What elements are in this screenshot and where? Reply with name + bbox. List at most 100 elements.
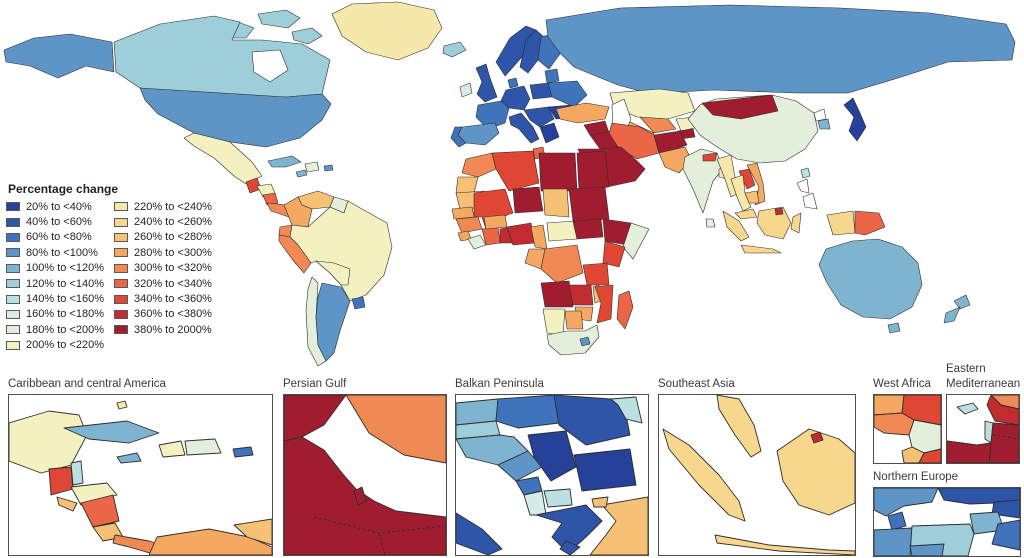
- region-somalia: [622, 222, 650, 260]
- region-usa: [139, 87, 332, 148]
- north-america: [3, 1, 467, 218]
- inset-region-czech: [909, 543, 945, 557]
- inset-region-haiti: [158, 440, 186, 458]
- legend-swatch: [6, 217, 20, 227]
- inset-persian-gulf: Persian Gulf: [283, 377, 447, 556]
- legend-title: Percentage change: [8, 182, 119, 196]
- region-canada: [113, 15, 331, 98]
- legend-item: 360% to <380%: [113, 308, 212, 321]
- region-philippines: [802, 192, 818, 210]
- region-ireland: [459, 82, 473, 98]
- legend-label: 280% to <300%: [133, 246, 212, 259]
- legend-item: 80% to <100%: [6, 246, 104, 259]
- inset-eastern-mediterranean: Eastern Mediterranean: [946, 362, 1024, 464]
- legend-swatch: [6, 202, 20, 212]
- region-senegal: [451, 206, 475, 220]
- legend-item: 340% to <360%: [113, 292, 212, 305]
- region-argentina: [315, 282, 351, 362]
- inset-caribbean-label: Caribbean and central America: [8, 378, 166, 390]
- region-cambodia: [744, 190, 760, 204]
- region-canada-arctic: [257, 9, 301, 29]
- region-angola: [540, 280, 574, 308]
- region-north-korea: [813, 108, 827, 122]
- region-laos: [738, 168, 756, 190]
- region-balkans: [523, 106, 555, 128]
- caribbean-map-svg: [8, 400, 273, 556]
- legend-label: 80% to <100%: [26, 246, 98, 259]
- region-taiwan: [800, 167, 811, 179]
- legend-label: 380% to 2000%: [133, 323, 212, 336]
- region-turkey: [555, 102, 610, 124]
- legend-item: 180% to <200%: [6, 323, 104, 336]
- inset-region-guatemala: [48, 466, 74, 496]
- region-south-africa: [546, 324, 600, 356]
- region-new-zealand: [953, 294, 971, 310]
- region-baltics: [544, 68, 560, 84]
- region-tanzania: [582, 262, 610, 286]
- legend-label: 20% to <40%: [26, 200, 92, 213]
- region-botswana: [564, 310, 584, 330]
- region-thailand: [730, 174, 752, 212]
- inset-region-bulgaria: [573, 448, 637, 492]
- inset-region-germany: [873, 527, 913, 557]
- inset-region-el-salvador: [56, 496, 78, 512]
- legend-item: 240% to <260%: [113, 215, 212, 228]
- legend-item: 220% to <240%: [113, 200, 212, 213]
- legend-swatch: [6, 248, 20, 258]
- persian-gulf-map-svg: [283, 394, 447, 556]
- legend-item: 280% to <300%: [113, 246, 212, 259]
- inset-region-denmark: [887, 511, 907, 531]
- legend-label: 40% to <60%: [26, 216, 92, 229]
- region-indonesia-papua: [826, 210, 856, 236]
- inset-region-turkey-thrace: [591, 496, 609, 508]
- region-denmark: [507, 77, 519, 89]
- legend-swatch: [113, 325, 128, 335]
- inset-balkan-map: [455, 393, 649, 556]
- inset-southeast-asia-map: [658, 393, 856, 556]
- legend-label: 300% to <320%: [133, 262, 212, 275]
- region-brunei: [774, 207, 784, 216]
- region-indonesia-sumatra: [722, 210, 750, 242]
- region-japan: [843, 97, 867, 142]
- legend-column: 20% to <40% 40% to <60% 60% to <80% 80% to …: [6, 200, 104, 352]
- inset-northern-europe: Northern Europe: [873, 470, 1021, 557]
- inset-southeast-asia: Southeast Asia: [658, 377, 856, 556]
- legend-item: 380% to 2000%: [113, 323, 212, 336]
- inset-region-yucatan: [8, 410, 88, 474]
- legend-label: 260% to <280%: [133, 231, 212, 244]
- region-tasmania: [887, 322, 901, 334]
- region-nicaragua: [262, 192, 279, 206]
- eastern-mediterranean-map-svg: [946, 394, 1020, 464]
- inset-region-sumatra: [662, 428, 746, 522]
- inset-region-nicaragua: [80, 494, 120, 528]
- legend-item: 120% to <140%: [6, 277, 104, 290]
- inset-caribbean: Caribbean and central America: [8, 377, 273, 556]
- legend-item: 260% to <280%: [113, 231, 212, 244]
- legend-item: 200% to <220%: [6, 339, 104, 352]
- inset-west-africa-label: West Africa: [873, 378, 931, 390]
- inset-region-cyprus: [956, 402, 979, 415]
- region-philippines: [796, 178, 810, 194]
- inset-southeast-asia-label: Southeast Asia: [658, 378, 735, 390]
- region-india: [682, 148, 724, 214]
- inset-west-africa-map: [873, 393, 942, 464]
- region-hispaniola: [304, 161, 320, 173]
- region-car: [546, 220, 578, 242]
- region-cameroon: [530, 224, 548, 250]
- balkan-map-svg: [455, 394, 649, 556]
- legend-label: 180% to <200%: [26, 323, 104, 336]
- region-algeria: [491, 150, 540, 192]
- legend-swatch: [113, 248, 128, 258]
- legend-label: 100% to <120%: [26, 262, 104, 275]
- region-burkina-faso: [483, 214, 508, 230]
- inset-region-albania: [523, 490, 547, 516]
- region-canada-arctic: [291, 27, 323, 45]
- region-chad: [542, 188, 570, 218]
- legend-swatch: [6, 309, 20, 319]
- legend-label: 200% to <220%: [26, 339, 104, 352]
- region-mongolia: [701, 94, 779, 120]
- inset-persian-gulf-map: [283, 393, 447, 556]
- region-south-korea: [817, 118, 831, 130]
- legend-swatch: [113, 294, 128, 304]
